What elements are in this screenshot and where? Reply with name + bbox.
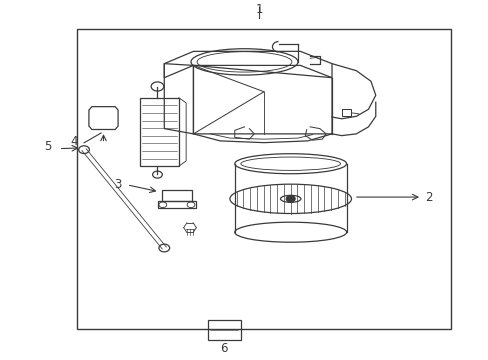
Circle shape bbox=[286, 196, 294, 202]
Text: 1: 1 bbox=[255, 3, 262, 16]
Bar bbox=[77, 28, 450, 329]
Text: 2: 2 bbox=[425, 190, 432, 204]
Text: 4: 4 bbox=[70, 135, 78, 148]
Bar bbox=[207, 320, 240, 340]
Bar bbox=[140, 98, 179, 166]
Text: 5: 5 bbox=[44, 140, 51, 153]
Bar bbox=[158, 201, 196, 208]
Text: 3: 3 bbox=[114, 178, 122, 191]
Text: 6: 6 bbox=[220, 342, 227, 355]
Bar bbox=[162, 190, 192, 201]
